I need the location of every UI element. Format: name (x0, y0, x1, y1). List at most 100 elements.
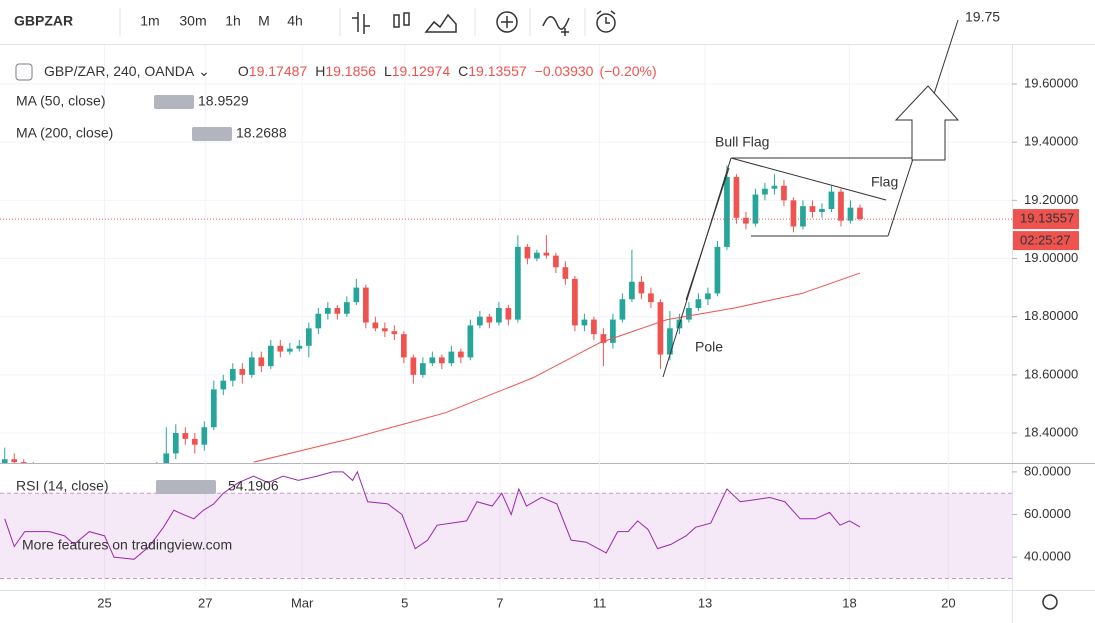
candle-body (210, 389, 217, 428)
y-tick-label: 18.40000 (1024, 424, 1078, 439)
y-tick-label: 18.60000 (1024, 366, 1078, 381)
candle-body (334, 307, 341, 314)
candle-body (182, 433, 189, 439)
overlay: 18.40000 18.60000 18.80000 19.00000 19.20000… (15, 9, 1079, 610)
candle-body (439, 357, 445, 364)
indicator-controls (156, 480, 216, 494)
candle-body (229, 369, 236, 381)
candle-body (610, 319, 616, 343)
candle-body (315, 313, 322, 329)
x-tick-label: 27 (198, 595, 212, 610)
ma50-line (253, 272, 861, 463)
candle-body (505, 307, 512, 320)
candle-body (705, 293, 711, 300)
ohlc-key: H (315, 63, 325, 79)
candle-body (239, 369, 246, 375)
y-tick-label: 40.0000 (1024, 549, 1071, 564)
candle-body (828, 191, 835, 210)
target-arrow (894, 85, 960, 161)
ohlc-value: 19.1856 (325, 63, 376, 79)
symbol[interactable]: GBPZAR (14, 13, 73, 29)
candle-body (220, 380, 227, 390)
rsi-value: 54.1906 (228, 478, 279, 494)
candle-body (743, 217, 749, 224)
candle-body (400, 334, 407, 358)
interval-button[interactable]: 1h (225, 13, 241, 29)
candle-body (562, 267, 569, 279)
candle-body (572, 278, 578, 326)
watermark[interactable]: More features on tradingview.com (22, 537, 232, 553)
candle-body (781, 185, 787, 201)
ohlc-value: 19.17487 (249, 63, 308, 79)
candle-body (724, 177, 730, 247)
interval-button[interactable]: 1m (140, 13, 159, 29)
pole-line (685, 167, 730, 301)
ohlc-value: 19.13557 (468, 63, 527, 79)
candle-body (657, 302, 664, 355)
indicator-controls (192, 127, 232, 141)
settings-icon[interactable] (1042, 594, 1058, 610)
x-tick-label: Mar (291, 595, 314, 610)
candle-body (458, 351, 464, 358)
candle-body (771, 185, 778, 189)
chart-type-icons[interactable] (352, 12, 457, 34)
candle-body (429, 357, 436, 364)
annotation: Flag (871, 174, 898, 190)
candle-body (809, 206, 816, 212)
annotation: 19.75 (965, 9, 1000, 25)
y-tick-label: 80.0000 (1024, 463, 1071, 478)
rsi-band (0, 493, 1012, 579)
legend-icon (15, 63, 33, 81)
interval-button[interactable]: 30m (179, 13, 206, 29)
indicator-value: 18.2688 (236, 125, 287, 141)
candle-body (534, 252, 540, 259)
candle-body (362, 287, 369, 323)
candle-body (172, 433, 179, 454)
pattern-drawings (662, 19, 960, 378)
x-tick-label: 11 (593, 595, 607, 610)
rsi-title: RSI (14, close) (16, 478, 109, 494)
candle-body (686, 307, 692, 320)
indicator-name: MA (50, close) (16, 93, 105, 109)
y-tick-label: 19.40000 (1024, 134, 1078, 149)
candle-body (267, 345, 274, 367)
y-tick-label: 60.0000 (1024, 506, 1071, 521)
candle-body (819, 209, 825, 212)
last-price-box (1013, 209, 1079, 230)
indicator-icons[interactable] (496, 10, 616, 36)
candle-body (790, 200, 797, 227)
candle-body (667, 328, 673, 355)
candle-body (714, 246, 721, 294)
countdown-box (1013, 231, 1079, 251)
candle-body (201, 427, 208, 445)
candle-body (553, 255, 559, 268)
candle-body (286, 348, 293, 352)
candle-body (353, 287, 360, 303)
interval-button[interactable]: M (258, 13, 270, 29)
y-tick-label: 19.60000 (1024, 75, 1078, 90)
candle-body (524, 246, 531, 259)
candle-body (296, 345, 303, 349)
rsi-pane (0, 470, 1012, 579)
price-pane (0, 165, 1012, 463)
countdown-label: 02:25:27 (1020, 233, 1071, 248)
candle-body (762, 188, 768, 195)
candle-body (420, 363, 426, 375)
ohlc-value: 19.12974 (392, 63, 451, 79)
candle-body (372, 322, 379, 329)
candle-body (343, 302, 350, 314)
x-tick-label: 7 (496, 595, 503, 610)
toolbar: GBPZAR 1m 30m 1h M 4h (0, 0, 1095, 45)
annotation: Pole (695, 339, 723, 355)
change-pct: (−0.20%) (599, 63, 656, 79)
candle-body (467, 325, 474, 358)
interval-button[interactable]: 4h (287, 13, 303, 29)
y-tick-label: 19.00000 (1024, 250, 1078, 265)
candle-body (600, 334, 607, 343)
x-tick-label: 5 (401, 595, 408, 610)
indicator-controls (154, 95, 194, 109)
candle-body (258, 357, 265, 367)
candle-body (838, 191, 844, 221)
candle-body (477, 316, 483, 326)
